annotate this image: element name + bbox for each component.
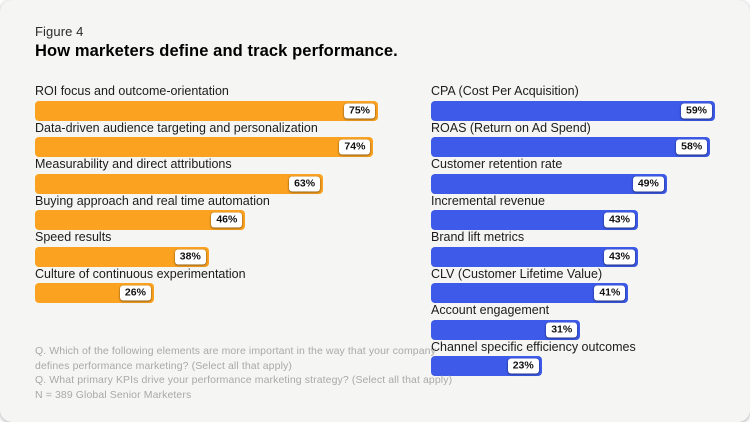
bar-value-badge: 49% — [632, 176, 664, 191]
bar-value-badge: 43% — [603, 249, 635, 264]
bar-track: 26% — [35, 283, 378, 303]
bar-category-label: ROI focus and outcome-orientation — [35, 84, 229, 98]
bar-category-label: Buying approach and real time automation — [35, 193, 270, 208]
bar: 59% — [431, 100, 715, 121]
right-chart-column: CPA (Cost Per Acquisition) 59% ROAS (Retur… — [431, 84, 731, 376]
bar-category-label: Account engagement — [431, 303, 550, 317]
bar: 63% — [35, 173, 324, 194]
bar-category-label: Channel specific efficiency outcomes — [431, 339, 636, 354]
bar-value-badge: 41% — [594, 285, 626, 301]
bar: 46% — [35, 210, 246, 230]
footnote-line: Q. What primary KPIs drive your performa… — [35, 374, 453, 387]
bar-value-badge: 26% — [119, 285, 151, 301]
bar: 75% — [35, 100, 378, 121]
bar-row: Channel specific efficiency outcomes 23% — [431, 339, 731, 376]
bar-category-label: Measurability and direct attributions — [35, 157, 232, 171]
bar-row: Data-driven audience targeting and perso… — [35, 120, 395, 157]
bar-category-label: Incremental revenue — [431, 193, 545, 208]
bar-track: 59% — [431, 100, 715, 121]
bar-row: Measurability and direct attributions 63% — [35, 157, 395, 194]
bar-row: Buying approach and real time automation… — [35, 193, 395, 230]
bar: 26% — [35, 283, 154, 303]
bar-track: 74% — [35, 137, 378, 157]
left-chart-column: ROI focus and outcome-orientation 75% Data… — [35, 84, 395, 303]
bar: 23% — [431, 356, 542, 376]
bar-category-label: Culture of continuous experimentation — [35, 266, 246, 281]
bar-track: 23% — [431, 356, 715, 376]
bar-track: 38% — [35, 246, 378, 267]
footnote-line: Q. Which of the following elements are m… — [35, 345, 436, 357]
bar-row: Customer retention rate 49% — [431, 157, 731, 194]
figure-label: Figure 4 — [35, 24, 84, 39]
bar-value-badge: 38% — [174, 249, 206, 264]
bar-track: 75% — [35, 100, 378, 121]
bar-value-badge: 46% — [211, 212, 243, 228]
bar: 43% — [431, 246, 638, 267]
bar-row: Account engagement 31% — [431, 303, 731, 340]
bar-row: ROI focus and outcome-orientation 75% — [35, 84, 395, 121]
bar-category-label: Customer retention rate — [431, 157, 563, 171]
bar: 43% — [431, 210, 638, 230]
bar: 41% — [431, 283, 629, 303]
bar-track: 49% — [431, 173, 715, 194]
bar-category-label: Brand lift metrics — [431, 230, 525, 244]
bar-row: Speed results 38% — [35, 230, 395, 267]
bar-row: Incremental revenue 43% — [431, 193, 731, 230]
bar-category-label: Data-driven audience targeting and perso… — [35, 120, 318, 135]
bar-track: 63% — [35, 173, 378, 194]
bar-value-badge: 43% — [603, 212, 635, 228]
bar-category-label: Speed results — [35, 230, 112, 244]
bar-value-badge: 58% — [676, 139, 708, 155]
bar-row: CPA (Cost Per Acquisition) 59% — [431, 84, 731, 121]
bar-track: 31% — [431, 319, 715, 340]
bar-row: Brand lift metrics 43% — [431, 230, 731, 267]
bar: 31% — [431, 319, 581, 340]
bar: 38% — [35, 246, 209, 267]
chart-title: How marketers define and track performan… — [35, 42, 398, 60]
footnote-line: defines performance marketing? (Select a… — [35, 359, 292, 372]
bar-track: 43% — [431, 246, 715, 267]
bar-value-badge: 63% — [289, 176, 321, 191]
bar: 74% — [35, 137, 374, 157]
bar-track: 58% — [431, 137, 715, 157]
footnote-line: N = 389 Global Senior Marketers — [35, 388, 192, 401]
bar-value-badge: 31% — [546, 322, 578, 337]
bar-value-badge: 74% — [339, 139, 371, 155]
bar-value-badge: 75% — [343, 103, 375, 118]
bar-track: 41% — [431, 283, 715, 303]
bar-category-label: CPA (Cost Per Acquisition) — [431, 84, 579, 98]
bar-row: CLV (Customer Lifetime Value) 41% — [431, 266, 731, 303]
bar-value-badge: 23% — [507, 358, 539, 374]
bar-track: 46% — [35, 210, 378, 230]
bar-row: Culture of continuous experimentation 26% — [35, 266, 395, 303]
bar: 58% — [431, 137, 711, 157]
bar-category-label: ROAS (Return on Ad Spend) — [431, 120, 591, 135]
footnotes-block: Q. Which of the following elements are m… — [35, 344, 475, 402]
bar: 49% — [431, 173, 667, 194]
bar-value-badge: 59% — [680, 103, 712, 118]
bar-track: 43% — [431, 210, 715, 230]
bar-row: ROAS (Return on Ad Spend) 58% — [431, 120, 731, 157]
bar-category-label: CLV (Customer Lifetime Value) — [431, 266, 603, 281]
